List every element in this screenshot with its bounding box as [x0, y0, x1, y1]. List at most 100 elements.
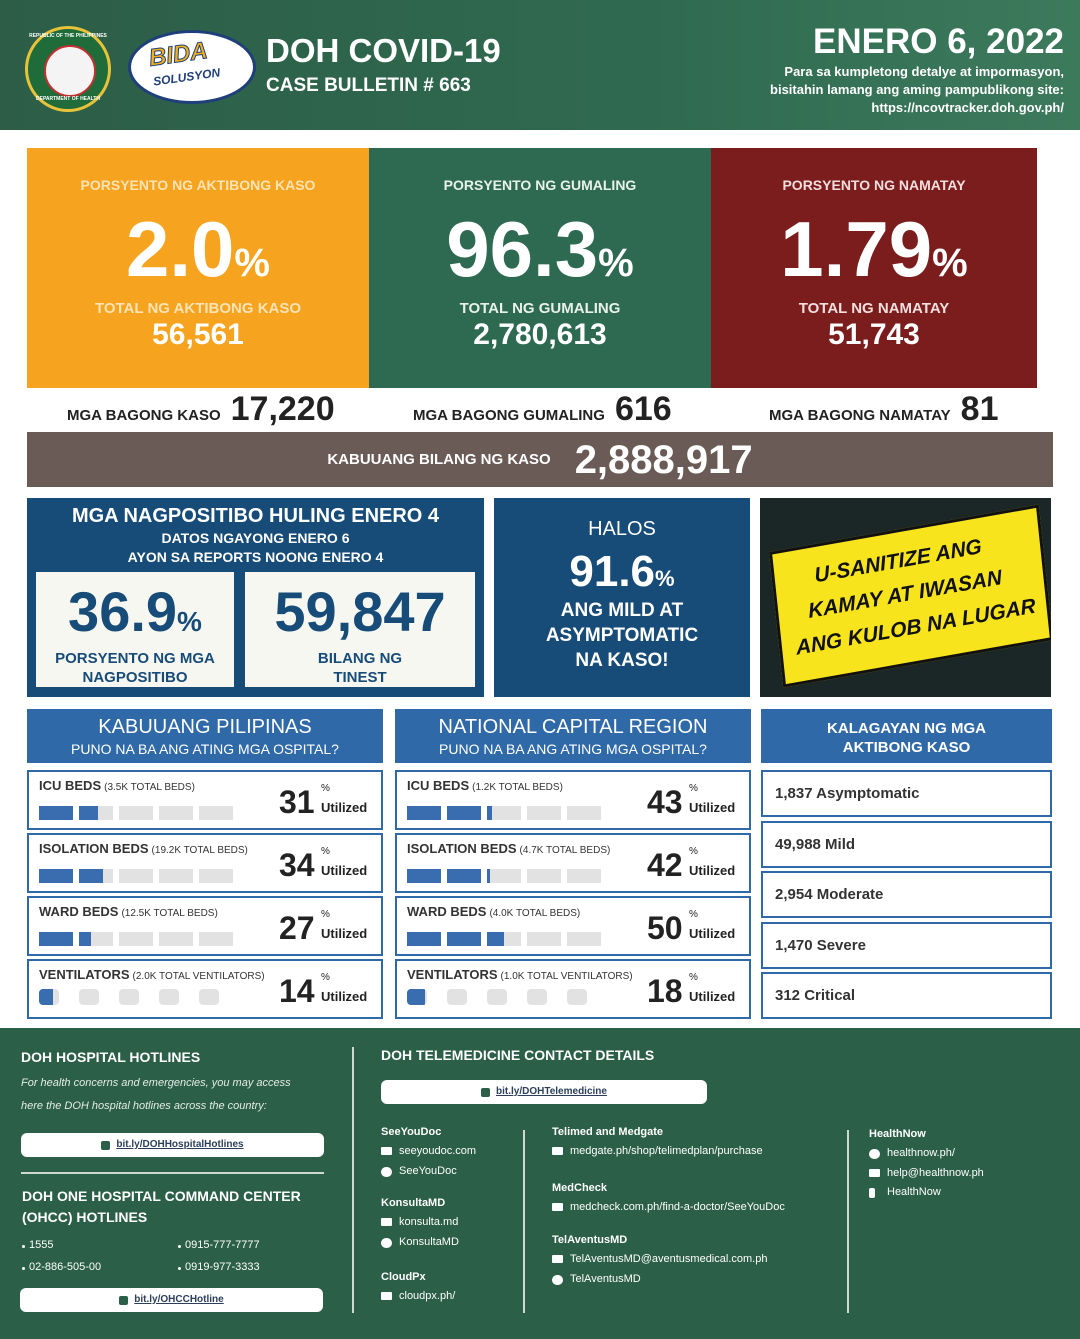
bed-value: 31 [279, 784, 315, 820]
ohcc-number: 0919-977-3333 [185, 1261, 260, 1273]
active-item: 2,954 Moderate [761, 871, 1052, 918]
bida-logo: BIDA SOLUSYON [128, 30, 256, 104]
stat-card: PORSYENTO NG NAMATAY 1.79% TOTAL NG NAMATA… [711, 148, 1037, 388]
bed-value: 18 [647, 973, 683, 1009]
bed-block [199, 806, 233, 820]
bed-type: WARD BEDS [407, 904, 487, 919]
bed-block [447, 932, 481, 946]
new-case-label: MGA BAGONG NAMATAY [769, 407, 951, 424]
hospital-title: KABUUANG PILIPINAS [98, 716, 312, 738]
bed-row: ISOLATION BEDS (19.2K TOTAL BEDS) 34% Utili… [27, 833, 383, 893]
unit: % [177, 606, 202, 637]
bullet [22, 1245, 25, 1248]
bed-fill [447, 806, 481, 820]
active-item: 1,837 Asymptomatic [761, 770, 1052, 817]
link-text: bit.ly/OHCCHotline [134, 1294, 224, 1305]
bed-type: ISOLATION BEDS [39, 841, 149, 856]
bed-name: WARD BEDS (4.0K TOTAL BEDS) [407, 904, 580, 920]
contact-text: medgate.ph/shop/telimedplan/purchase [570, 1145, 763, 1157]
seal-text: DEPARTMENT OF HEALTH [36, 96, 100, 102]
bed-block [79, 806, 113, 820]
hospital-header: NATIONAL CAPITAL REGION PUNO NA BA ANG AT… [395, 709, 751, 763]
contact-text: healthnow.ph/ [887, 1147, 955, 1159]
bed-block [487, 932, 521, 946]
bed-block [487, 869, 521, 883]
value: 2.0 [125, 205, 235, 293]
box-value: 36.9% [36, 584, 234, 640]
contact-icon [381, 1218, 392, 1226]
unit: % [234, 241, 270, 285]
bed-name: VENTILATORS (2.0K TOTAL VENTILATORS) [39, 967, 265, 983]
bed-row: WARD BEDS (4.0K TOTAL BEDS) 50% Utilized [395, 896, 751, 956]
value: 59,847 [274, 580, 446, 643]
bed-block [567, 932, 601, 946]
ventilator-icon [199, 989, 219, 1005]
card-value: 96.3% [369, 210, 711, 288]
mild-line: ASYMPTOMATIC [545, 625, 699, 646]
total-bar: KABUUANG BILANG NG KASO 2,888,917 [27, 432, 1053, 487]
card-value: 1.79% [711, 210, 1037, 288]
bed-unit: % [689, 783, 698, 794]
bed-utilized: Utilized [689, 989, 736, 1004]
contact-text: HealthNow [887, 1186, 941, 1198]
bed-name: ICU BEDS (3.5K TOTAL BEDS) [39, 778, 195, 794]
banner: U-SANITIZE ANG KAMAY AT IWASAN ANG KULOB N… [760, 498, 1051, 697]
bed-type: VENTILATORS [407, 967, 498, 982]
note-line: bisitahin lamang ang aming pampublikong … [770, 82, 1064, 97]
bed-detail: (1.2K TOTAL BEDS) [472, 782, 563, 793]
divider [523, 1130, 525, 1313]
positivity-panel: MGA NAGPOSITIBO HULING ENERO 4 DATOS NGAY… [27, 498, 484, 697]
active-item-text: 312 Critical [775, 987, 856, 1004]
card-total-label: TOTAL NG AKTIBONG KASO [94, 300, 302, 317]
title: DOH COVID-19 [266, 32, 501, 69]
total-label: KABUUANG BILANG NG KASO [327, 451, 551, 468]
contact-text: konsulta.md [399, 1216, 459, 1228]
bed-type: WARD BEDS [39, 904, 119, 919]
ventilator-icon [487, 989, 507, 1005]
provider-name: Telimed and Medgate [552, 1126, 664, 1138]
panel-title: MGA NAGPOSITIBO HULING ENERO 4 [71, 505, 440, 527]
bulletin: CASE BULLETIN # 663 [266, 75, 471, 96]
bed-unit: % [321, 846, 330, 857]
bed-block [159, 806, 193, 820]
bed-name: WARD BEDS (12.5K TOTAL BEDS) [39, 904, 218, 920]
bed-unit: % [689, 846, 698, 857]
new-case: MGA BAGONG GUMALING 616 [413, 392, 672, 426]
total-value: 2,888,917 [574, 437, 753, 482]
panel-subtitle: AYON SA REPORTS NOONG ENERO 4 [127, 549, 384, 565]
bed-fill [447, 932, 481, 946]
box-value: 59,847 [245, 584, 475, 640]
bed-detail: (3.5K TOTAL BEDS) [104, 782, 195, 793]
positivity-box: 36.9% PORSYENTO NG MGA NAGPOSITIBO [36, 572, 234, 687]
ohcc-number: 1555 [29, 1239, 54, 1251]
footer-bg [0, 1028, 1080, 1339]
mild-line: ANG MILD AT [560, 600, 684, 621]
positivity-box: 59,847 BILANG NG TINEST [245, 572, 475, 687]
ventilator-icon [527, 989, 547, 1005]
provider-name: SeeYouDoc [381, 1126, 442, 1138]
box-label: PORSYENTO NG MGA [55, 650, 215, 667]
bed-type: ISOLATION BEDS [407, 841, 517, 856]
bed-detail: (2.0K TOTAL VENTILATORS) [132, 971, 265, 982]
box-label: TINEST [333, 669, 387, 686]
hospital-title: NATIONAL CAPITAL REGION [438, 716, 708, 738]
bed-unit: % [689, 909, 698, 920]
new-case: MGA BAGONG NAMATAY 81 [769, 392, 999, 426]
card-total-label: TOTAL NG NAMATAY [798, 300, 950, 317]
hospital-subtitle: PUNO NA BA ANG ATING MGA OSPITAL? [71, 741, 339, 757]
ventilator-icon [79, 989, 99, 1005]
new-case-value: 17,220 [230, 390, 335, 428]
bed-row: ISOLATION BEDS (4.7K TOTAL BEDS) 42% Utiliz… [395, 833, 751, 893]
bed-block [119, 806, 153, 820]
contact-text: cloudpx.ph/ [399, 1290, 456, 1302]
panel-subtitle: DATOS NGAYONG ENERO 6 [161, 530, 350, 546]
bed-fill [407, 869, 441, 883]
bed-fill [39, 932, 73, 946]
active-item-text: 1,470 Severe [775, 936, 866, 954]
bed-block [567, 806, 601, 820]
bullet [22, 1267, 25, 1270]
mild-value: 91.6% [494, 550, 750, 594]
new-case-label: MGA BAGONG GUMALING [413, 407, 605, 424]
ventilator-icon [39, 989, 59, 1005]
bed-block [79, 869, 113, 883]
